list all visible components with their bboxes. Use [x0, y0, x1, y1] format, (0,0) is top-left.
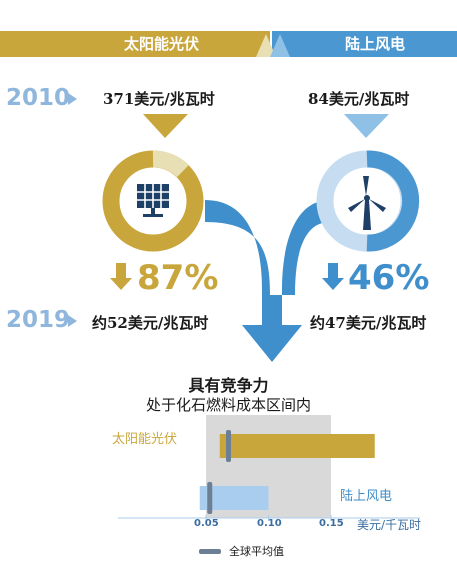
wind-average-marker [207, 482, 213, 514]
year-2019: 2019 [6, 307, 71, 333]
solar-cost-2019: 约52美元/兆瓦时 [92, 314, 209, 332]
chart-title: 具有竞争力 [188, 376, 269, 395]
wind-turbine-icon [348, 176, 386, 230]
year-2010: 2010 [6, 85, 71, 111]
solar-cost-range-bar [219, 434, 375, 458]
year-2010-pointer-icon [68, 93, 77, 105]
solar-drop-percent: 87% [137, 258, 219, 298]
solar-header-label: 太阳能光伏 [124, 35, 200, 53]
wind-cost-2010: 84美元/兆瓦时 [308, 90, 410, 108]
chart-subtitle: 处于化石燃料成本区间内 [145, 396, 311, 414]
x-unit: 美元/千瓦时 [357, 518, 422, 532]
header-triangles [256, 34, 290, 57]
solar-header: 太阳能光伏 [0, 31, 270, 57]
legend-label: 全球平均值 [229, 545, 284, 558]
x-tick-1: 0.10 [257, 518, 282, 529]
solar-drop-arrow-icon [110, 263, 132, 290]
wind-header-label: 陆上风电 [345, 35, 406, 53]
wind-drop-percent: 46% [348, 258, 430, 298]
solar-down-triangle [143, 114, 188, 138]
year-2019-pointer-icon [68, 315, 77, 327]
wind-down-triangle [344, 114, 389, 138]
solar-panel-icon [137, 184, 169, 217]
legend-swatch [199, 549, 221, 554]
solar-bar-label: 太阳能光伏 [112, 432, 178, 447]
solar-average-marker [226, 430, 231, 462]
merge-arrow [205, 200, 330, 362]
wind-drop-arrow-icon [322, 263, 344, 290]
solar-cost-2010: 371美元/兆瓦时 [103, 90, 215, 108]
range-bar-chart [118, 415, 420, 521]
wind-cost-2019: 约47美元/兆瓦时 [310, 314, 427, 332]
wind-header: 陆上风电 [272, 31, 457, 57]
wind-bar-label: 陆上风电 [340, 489, 393, 504]
x-tick-0: 0.05 [194, 518, 219, 529]
x-tick-2: 0.15 [319, 518, 344, 529]
